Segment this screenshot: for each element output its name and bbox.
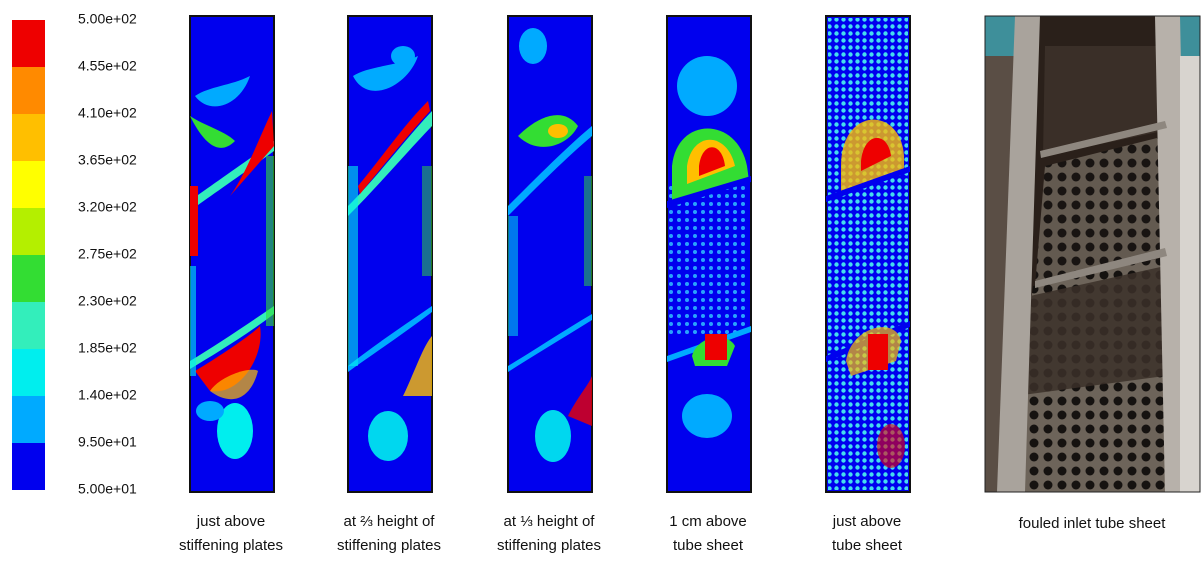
contour-panel	[347, 15, 433, 493]
panel-caption: at ⅓ height of	[504, 513, 596, 530]
colorbar-label: 5.00e+02	[78, 11, 137, 27]
contour-panel	[666, 15, 752, 493]
panel-caption: just above	[832, 513, 901, 530]
panel-caption: stiffening plates	[337, 537, 441, 554]
contour-panel	[507, 15, 593, 493]
photo	[984, 15, 1201, 493]
colorbar-label: 9.50e+01	[78, 434, 137, 450]
panel-caption: tube sheet	[673, 537, 744, 554]
colorbar-label: 5.00e+01	[78, 481, 137, 497]
contour-panel	[825, 15, 911, 493]
panel-caption: just above	[196, 513, 265, 530]
colorbar-label: 2.30e+02	[78, 293, 137, 309]
colorbar: 5.00e+02 4.55e+02 4.10e+02 3.65e+02 3.20e+02…	[12, 11, 137, 497]
colorbar-label: 3.65e+02	[78, 152, 137, 168]
colorbar-label: 2.75e+02	[78, 246, 137, 262]
panel-caption: tube sheet	[832, 537, 903, 554]
panel-caption: stiffening plates	[497, 537, 601, 554]
panel-caption: stiffening plates	[179, 537, 283, 554]
colorbar-label: 4.10e+02	[78, 105, 137, 121]
colorbar-label: 4.55e+02	[78, 58, 137, 74]
panel-caption: 1 cm above	[669, 513, 747, 530]
colorbar-label: 1.85e+02	[78, 340, 137, 356]
panel-caption: at ⅔ height of	[344, 513, 436, 530]
panel-caption: fouled inlet tube sheet	[1019, 515, 1167, 532]
contour-panel	[189, 15, 275, 493]
colorbar-label: 1.40e+02	[78, 387, 137, 403]
colorbar-label: 3.20e+02	[78, 199, 137, 215]
